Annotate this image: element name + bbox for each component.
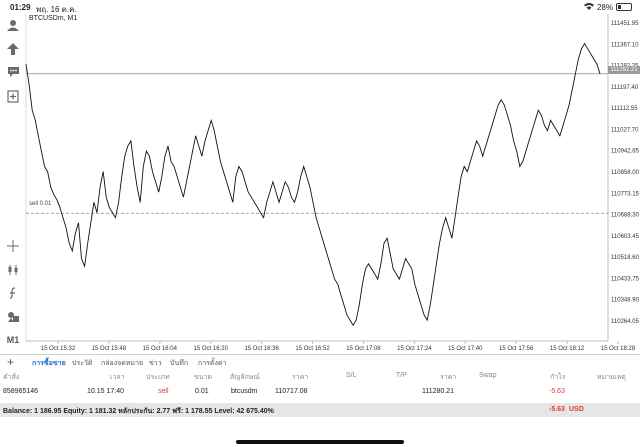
header-swap[interactable]: Swap: [479, 372, 497, 379]
battery-percent: 28%: [596, 2, 613, 12]
left-toolbar: M1: [0, 14, 26, 354]
profit-currency: USD: [569, 406, 584, 413]
header-symbol[interactable]: สัญลักษณ์: [230, 374, 260, 381]
y-tick-label: 110773.15: [611, 191, 640, 197]
chart-symbol-label: BTCUSDm, M1: [29, 15, 78, 22]
x-tick-label: 15 Oct 16:04: [143, 346, 178, 352]
y-tick-label: 111367.10: [611, 42, 639, 48]
sell-order-label: sell 0.01: [29, 201, 52, 207]
tab-trade[interactable]: การซื้อขาย: [32, 360, 66, 367]
order-symbol: btcusdm: [231, 388, 258, 395]
status-bar: 01:29 พฤ. 16 ต.ค. 28%: [0, 0, 640, 14]
order-time: 10.15 17:40: [87, 388, 124, 395]
header-volume[interactable]: ขนาด: [194, 374, 213, 381]
x-tick-label: 15 Oct 15:32: [41, 346, 76, 352]
header-open-price[interactable]: ราคา: [292, 374, 309, 381]
price-chart[interactable]: 111451.95111367.10111282.25111197.401111…: [0, 0, 640, 354]
orders-table-header: คำสั่ง เวลา ประเภท ขนาด สัญลักษณ์ ราคา S…: [0, 372, 640, 384]
header-order[interactable]: คำสั่ง: [3, 374, 20, 381]
order-id: 858965146: [3, 388, 39, 395]
x-tick-label: 15 Oct 18:12: [550, 346, 585, 352]
x-tick-label: 15 Oct 17:56: [499, 346, 534, 352]
status-time: 01:29: [10, 3, 31, 12]
y-tick-label: 110433.75: [611, 276, 640, 282]
header-tp[interactable]: T/P: [396, 372, 407, 379]
order-type: sell: [158, 388, 169, 395]
order-current-price: 111280.21: [422, 388, 455, 395]
price-series-line: [25, 42, 601, 327]
header-time[interactable]: เวลา: [110, 374, 125, 381]
chat-icon[interactable]: [5, 64, 21, 80]
order-profit: -5.63: [549, 388, 565, 395]
tab-journal[interactable]: บันทึก: [170, 360, 189, 367]
x-tick-label: 15 Oct 16:36: [244, 346, 279, 352]
balance-bar: Balance: 1 186.95 Equity: 1 181.32 หลักป…: [0, 403, 640, 417]
total-profit: -5.63: [549, 406, 565, 413]
terminal-tabs: + การซื้อขาย ประวัติ กล่องจดหมาย ข่าว บั…: [0, 354, 640, 369]
y-tick-label: 110688.30: [611, 213, 640, 219]
tab-mailbox[interactable]: กล่องจดหมาย: [101, 360, 144, 367]
order-volume: 0.01: [195, 388, 209, 395]
y-tick-label: 110348.90: [611, 298, 640, 304]
crosshair-icon[interactable]: [5, 238, 21, 254]
header-sl[interactable]: S/L: [346, 372, 357, 379]
x-axis: 15 Oct 15:32 15 Oct 15:48 15 Oct 16:04 15 O…: [41, 341, 636, 352]
y-tick-label: 110264.05: [611, 319, 640, 325]
x-tick-label: 15 Oct 15:48: [92, 346, 127, 352]
y-tick-label: 111112.55: [611, 106, 638, 112]
order-open-price: 110717.08: [275, 388, 308, 395]
wifi-icon: [583, 2, 594, 12]
timeframe-button[interactable]: M1: [6, 335, 20, 345]
objects-icon[interactable]: [5, 309, 21, 325]
add-icon[interactable]: +: [7, 355, 15, 369]
current-price-tag: 111262.21: [608, 66, 640, 74]
x-tick-label: 15 Oct 17:08: [346, 346, 381, 352]
home-indicator: [236, 440, 404, 444]
y-tick-label: 110603.45: [611, 234, 640, 240]
x-tick-label: 15 Oct 17:24: [397, 346, 432, 352]
y-tick-label: 110858.00: [611, 170, 640, 176]
x-tick-label: 15 Oct 18:28: [601, 346, 636, 352]
battery-icon: [616, 3, 632, 11]
status-date: พฤ. 16 ต.ค.: [36, 5, 77, 14]
header-current-price[interactable]: ราคา: [440, 374, 457, 381]
y-tick-label: 110942.85: [611, 149, 640, 155]
table-row[interactable]: 858965146 10.15 17:40 sell 0.01 btcusdm …: [0, 388, 640, 400]
broker-icon[interactable]: [5, 41, 21, 57]
battery-fill: [618, 5, 622, 9]
x-tick-label: 15 Oct 16:20: [194, 346, 229, 352]
balance-summary: Balance: 1 186.95 Equity: 1 181.32 หลักป…: [3, 408, 274, 415]
header-comment[interactable]: หมายเหตุ: [597, 374, 626, 381]
status-right: 28%: [583, 2, 632, 12]
y-tick-label: 110518.60: [611, 255, 640, 261]
tab-news[interactable]: ข่าว: [149, 360, 162, 367]
header-type[interactable]: ประเภท: [146, 374, 170, 381]
tab-settings[interactable]: การตั้งค่า: [198, 360, 227, 367]
user-icon[interactable]: [5, 17, 21, 33]
header-profit[interactable]: กำไร: [550, 374, 566, 381]
x-tick-label: 15 Oct 16:52: [295, 346, 330, 352]
indicator-icon[interactable]: [5, 285, 21, 301]
add-chart-icon[interactable]: [5, 88, 21, 104]
candle-type-icon[interactable]: [5, 262, 21, 278]
x-tick-label: 15 Oct 17:40: [448, 346, 483, 352]
y-axis: 111451.95111367.10111282.25111197.401111…: [611, 21, 640, 325]
y-tick-label: 111197.40: [611, 85, 639, 91]
tab-history[interactable]: ประวัติ: [72, 360, 93, 367]
y-tick-label: 111027.70: [611, 127, 639, 133]
y-tick-label: 111451.95: [611, 21, 639, 27]
